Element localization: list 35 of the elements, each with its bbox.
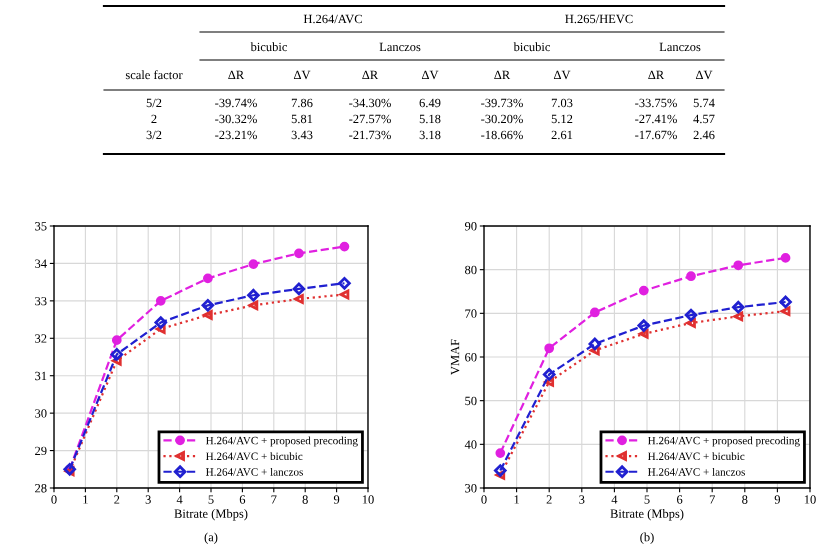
point xyxy=(247,288,260,302)
point xyxy=(339,289,350,300)
point xyxy=(637,319,651,332)
point xyxy=(733,311,744,322)
point xyxy=(201,299,215,312)
point xyxy=(339,241,350,252)
point xyxy=(544,343,555,354)
point xyxy=(733,260,744,271)
point xyxy=(155,296,166,306)
point xyxy=(495,470,506,480)
point xyxy=(638,328,649,339)
point xyxy=(155,324,166,334)
point xyxy=(638,285,649,296)
point xyxy=(542,368,556,381)
point xyxy=(154,316,168,329)
point xyxy=(589,307,600,318)
point xyxy=(779,295,792,309)
point xyxy=(111,335,122,346)
point xyxy=(684,308,698,322)
point xyxy=(588,337,602,351)
point xyxy=(203,273,213,284)
point xyxy=(292,282,306,296)
point xyxy=(248,259,259,270)
point xyxy=(686,271,696,282)
point xyxy=(780,253,791,263)
point xyxy=(294,248,304,259)
point xyxy=(111,355,122,366)
point xyxy=(248,300,259,311)
point xyxy=(495,448,506,458)
point xyxy=(110,348,124,361)
point xyxy=(731,300,745,314)
point xyxy=(589,345,600,356)
point xyxy=(338,276,351,290)
point xyxy=(780,306,791,317)
point xyxy=(494,464,507,477)
